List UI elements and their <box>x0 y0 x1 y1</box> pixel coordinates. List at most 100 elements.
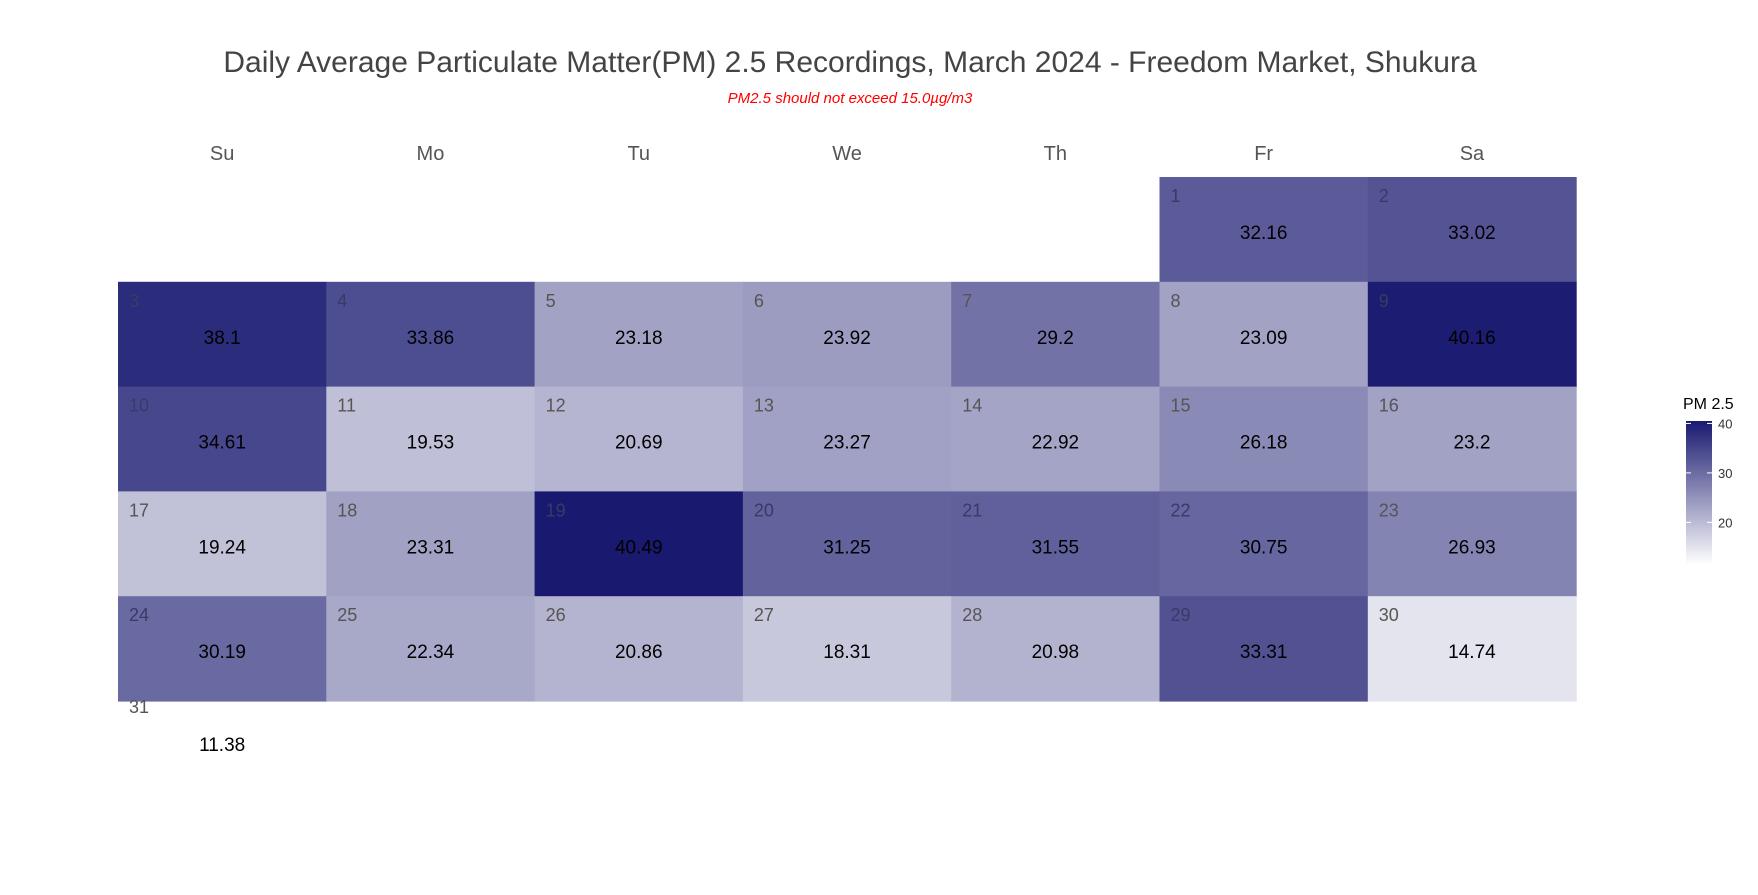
day-value-25: 22.34 <box>407 642 455 663</box>
day-tile-12: 12 20.69 <box>534 386 744 492</box>
day-cell-4 <box>326 281 536 388</box>
day-value-20: 31.25 <box>823 537 871 558</box>
day-number-9: 9 <box>1379 291 1389 311</box>
day-cell-25 <box>326 596 536 702</box>
weekday-label-th: Th <box>1044 143 1067 165</box>
day-tile-2: 233.02 <box>1367 177 1577 283</box>
day-tile-28: 28 20.98 <box>951 596 1161 702</box>
day-number-21: 21 <box>962 500 982 520</box>
day-tile-30: 30 14.74 <box>1367 596 1577 702</box>
day-number-5: 5 <box>546 291 556 311</box>
day-value-16: 23.2 <box>1453 433 1490 454</box>
weekday-label-fr: Fr <box>1254 143 1273 165</box>
day-cell-10 <box>118 386 327 492</box>
day-value-13: 23.27 <box>823 433 871 454</box>
day-value-1: 32.16 <box>1240 223 1288 244</box>
weekday-label-tu: Tu <box>627 143 650 165</box>
day-tile-7: 729.2 <box>951 281 1161 388</box>
day-cell-3 <box>118 281 327 388</box>
legend-title: PM 2.5 <box>1683 396 1734 413</box>
day-number-4: 4 <box>337 291 347 311</box>
color-legend: PM 2.5 20 30 40 <box>1683 396 1734 565</box>
day-number-20: 20 <box>754 500 774 520</box>
day-number-25: 25 <box>337 605 357 625</box>
day-value-22: 30.75 <box>1240 537 1288 558</box>
weekday-label-su: Su <box>210 143 234 165</box>
day-cell-15 <box>1159 386 1369 492</box>
day-cell-9 <box>1367 281 1577 388</box>
day-value-14: 22.92 <box>1032 433 1080 454</box>
weekday-label-mo: Mo <box>417 143 445 165</box>
day-tile-25: 25 22.34 <box>326 596 536 702</box>
day-number-22: 22 <box>1171 500 1191 520</box>
day-cell-18 <box>326 491 536 597</box>
day-tile-19: 19 40.49 <box>534 491 744 597</box>
day-number-17: 17 <box>129 500 149 520</box>
day-number-11: 11 <box>337 396 356 416</box>
day-tile-3: 338.1 <box>118 281 327 388</box>
day-number-29: 29 <box>1171 605 1191 625</box>
day-tile-14: 14 22.92 <box>951 386 1161 492</box>
legend-tick-label-40: 40 <box>1718 416 1732 431</box>
day-cell-30 <box>1367 596 1577 702</box>
day-tile-8: 823.09 <box>1159 281 1369 388</box>
day-value-18: 23.31 <box>407 537 455 558</box>
day-tile-10: 10 34.61 <box>118 386 327 492</box>
day-value-12: 20.69 <box>615 433 663 454</box>
day-value-2: 33.02 <box>1448 223 1496 244</box>
day-value-27: 18.31 <box>823 642 871 663</box>
day-number-12: 12 <box>546 396 566 416</box>
day-cell-2 <box>1367 177 1577 283</box>
day-cell-11 <box>326 386 536 492</box>
day-tile-20: 20 31.25 <box>742 491 952 597</box>
day-cell-6 <box>742 281 952 388</box>
day-value-26: 20.86 <box>615 642 663 663</box>
day-value-5: 23.18 <box>615 328 663 349</box>
day-cell-8 <box>1159 281 1369 388</box>
day-tile-15: 15 26.18 <box>1159 386 1369 492</box>
day-value-10: 34.61 <box>198 433 246 454</box>
day-value-15: 26.18 <box>1240 433 1288 454</box>
day-number-8: 8 <box>1171 291 1181 311</box>
day-value-24: 30.19 <box>198 642 246 663</box>
day-cell-28 <box>951 596 1161 702</box>
day-tile-29: 29 33.31 <box>1159 596 1369 702</box>
weekday-label-we: We <box>832 143 862 165</box>
day-cell-29 <box>1159 596 1369 702</box>
day-cell-23 <box>1367 491 1577 597</box>
day-number-24: 24 <box>129 605 149 625</box>
day-tile-11: 11 19.53 <box>326 386 536 492</box>
day-cell-16 <box>1367 386 1577 492</box>
chart-title: Daily Average Particulate Matter(PM) 2.5… <box>223 46 1477 79</box>
day-tile-22: 22 30.75 <box>1159 491 1369 597</box>
day-value-11: 19.53 <box>407 433 455 454</box>
day-cell-19 <box>534 491 744 597</box>
day-number-31: 31 <box>129 697 149 717</box>
day-cell-1 <box>1159 177 1369 283</box>
day-tile-17: 17 19.24 <box>118 491 327 597</box>
day-cell-21 <box>951 491 1161 597</box>
day-cell-26 <box>534 596 744 702</box>
day-value-29: 33.31 <box>1240 642 1288 663</box>
weekday-label-sa: Sa <box>1460 143 1485 165</box>
day-number-1: 1 <box>1171 186 1181 206</box>
day-cell-7 <box>951 281 1161 388</box>
day-number-26: 26 <box>546 605 566 625</box>
legend-ticks: 20 30 40 <box>1686 416 1732 530</box>
day-tile-9: 940.16 <box>1367 281 1577 388</box>
weekday-header-row: Su Mo Tu We Th Fr Sa <box>210 143 1485 165</box>
day-number-27: 27 <box>754 605 774 625</box>
day-value-8: 23.09 <box>1240 328 1288 349</box>
day-number-18: 18 <box>337 500 357 520</box>
legend-tick-label-20: 20 <box>1718 515 1732 530</box>
day-tile-26: 26 20.86 <box>534 596 744 702</box>
day-number-28: 28 <box>962 605 982 625</box>
day-tile-16: 16 23.2 <box>1367 386 1577 492</box>
day-number-7: 7 <box>962 291 972 311</box>
day-cell-22 <box>1159 491 1369 597</box>
day-cell-24 <box>118 596 327 702</box>
chart-subtitle: PM2.5 should not exceed 15.0µg/m3 <box>728 90 973 107</box>
day-number-19: 19 <box>546 500 566 520</box>
day-number-23: 23 <box>1379 500 1399 520</box>
